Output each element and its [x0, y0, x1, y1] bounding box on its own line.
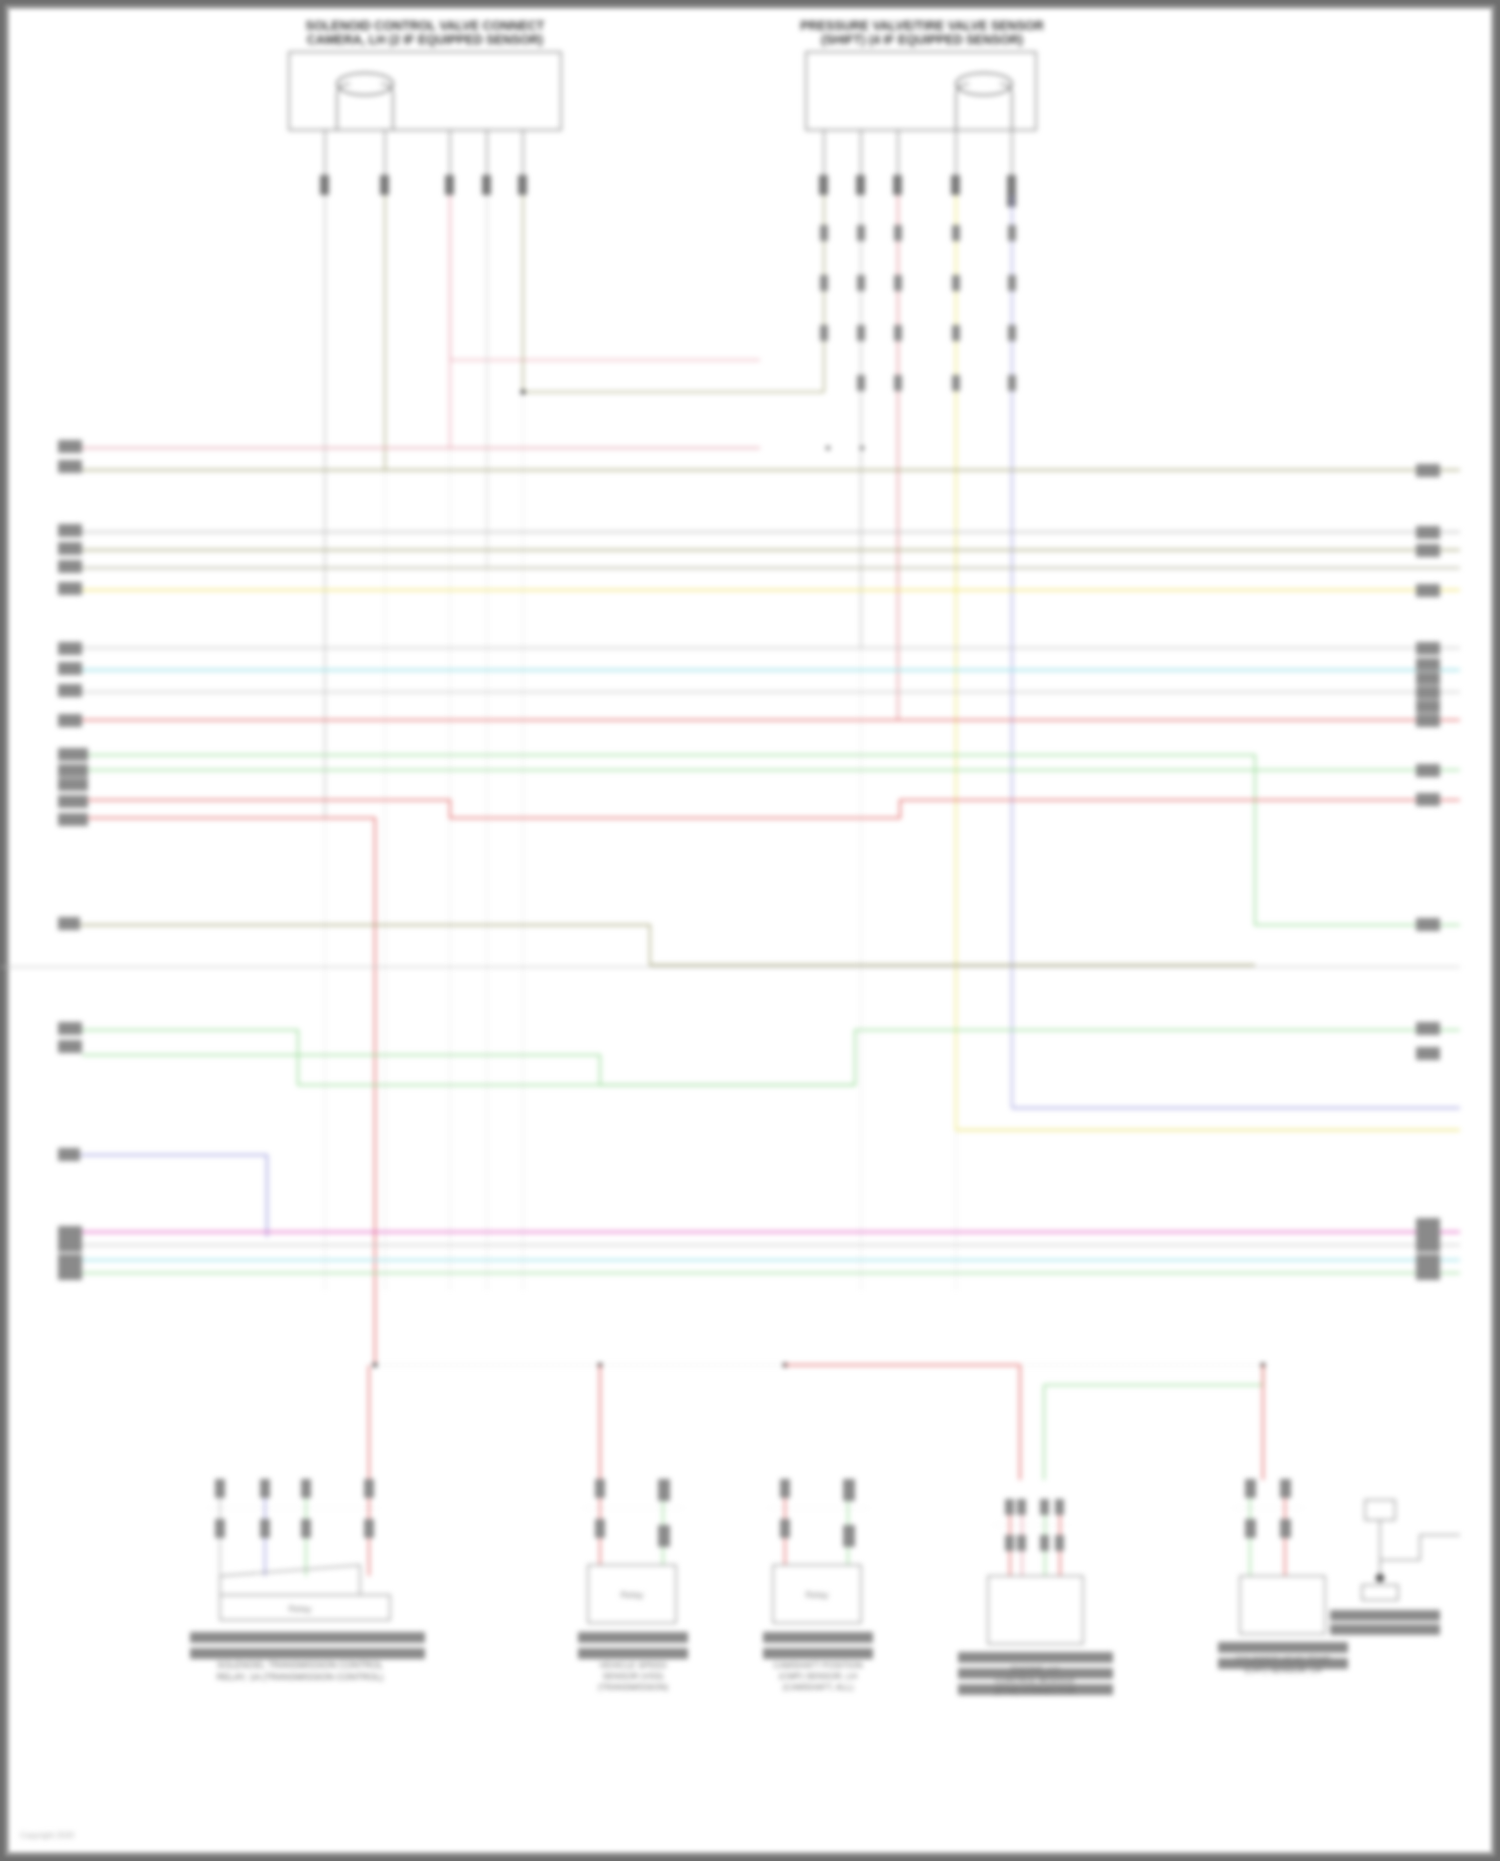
svg-text:CYLINDER HEAD TEMP: CYLINDER HEAD TEMP [1236, 1654, 1331, 1664]
svg-text:CAMERA, LH (2 IF EQUIPPED SENS: CAMERA, LH (2 IF EQUIPPED SENSOR) [307, 33, 543, 47]
svg-text:SENSOR (VSS): SENSOR (VSS) [603, 1671, 664, 1681]
svg-text:VEHICLE SPEED: VEHICLE SPEED [599, 1660, 667, 1670]
svg-text:(SHIFT) (4 IF EQUIPPED SENSOR): (SHIFT) (4 IF EQUIPPED SENSOR) [821, 33, 1023, 47]
svg-text:Copyright 2020: Copyright 2020 [20, 1831, 75, 1840]
svg-text:Relay: Relay [620, 1590, 644, 1600]
svg-text:ENGINE, LH: ENGINE, LH [1011, 1664, 1059, 1674]
svg-text:CAMSHAFT POSITION: CAMSHAFT POSITION [773, 1660, 863, 1670]
svg-text:CONTROL MODULE: CONTROL MODULE [995, 1675, 1075, 1685]
svg-text:SOLENOID CONTROL VALVE CONNECT: SOLENOID CONTROL VALVE CONNECT [306, 19, 545, 33]
svg-text:(CAMSHAFT, ALL): (CAMSHAFT, ALL) [783, 1682, 854, 1692]
svg-text:SOLENOID, TRANSMISSION CONTROL: SOLENOID, TRANSMISSION CONTROL [217, 1660, 383, 1670]
svg-text:(TRANSMISSION): (TRANSMISSION) [598, 1682, 669, 1692]
svg-text:RELAY, 1A (TRANSMISSION CONTRO: RELAY, 1A (TRANSMISSION CONTROL) [217, 1672, 384, 1682]
svg-text:Relay: Relay [288, 1604, 312, 1614]
svg-text:Relay: Relay [805, 1590, 829, 1600]
svg-text:(CHT) SENSOR, LH: (CHT) SENSOR, LH [1245, 1665, 1322, 1675]
svg-text:PRESSURE VALVE/TIRE VALVE SENS: PRESSURE VALVE/TIRE VALVE SENSOR [800, 19, 1044, 33]
svg-text:(ECM) CONNECTOR: (ECM) CONNECTOR [994, 1686, 1076, 1696]
svg-text:(CMP) SENSOR, LH: (CMP) SENSOR, LH [779, 1671, 857, 1681]
